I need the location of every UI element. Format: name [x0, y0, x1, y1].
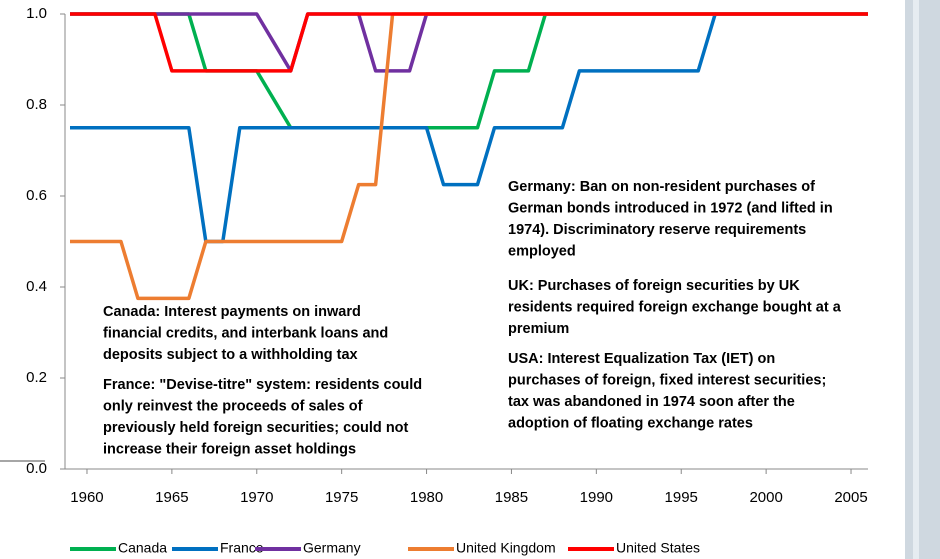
annotation: increase their foreign asset holdings — [103, 441, 356, 457]
annotation: employed — [508, 243, 576, 259]
x-tick-label: 1980 — [410, 489, 443, 506]
series-line — [70, 12, 868, 73]
legend-label: Germany — [303, 540, 361, 556]
annotation: German bonds introduced in 1972 (and lif… — [508, 200, 833, 216]
annotation: residents required foreign exchange boug… — [508, 299, 842, 315]
legend-label: United Kingdom — [456, 540, 556, 556]
x-tick-label: 1960 — [70, 489, 103, 506]
legend-label: Canada — [118, 540, 167, 556]
x-tick-label: 1985 — [495, 489, 528, 506]
y-tick-label: 0.4 — [26, 278, 47, 295]
annotation: 1974). Discriminatory reserve requiremen… — [508, 222, 806, 238]
x-tick-label: 1990 — [580, 489, 613, 506]
y-tick-label: 0.0 — [26, 460, 47, 477]
annotation: deposits subject to a withholding tax — [103, 347, 358, 363]
x-tick-label: 2000 — [749, 489, 782, 506]
annotation: financial credits, and interbank loans a… — [103, 325, 388, 341]
x-tick-label: 1970 — [240, 489, 273, 506]
legend-label: United States — [616, 540, 700, 556]
annotation: previously held foreign securities; coul… — [103, 420, 409, 436]
annotation: adoption of floating exchange rates — [508, 415, 753, 431]
x-tick-label: 1965 — [155, 489, 188, 506]
annotation: premium — [508, 321, 569, 337]
side-stripe — [913, 0, 919, 559]
x-tick-label: 1995 — [665, 489, 698, 506]
series-line — [70, 12, 868, 301]
annotation: purchases of foreign, fixed interest sec… — [508, 372, 826, 388]
annotation: USA: Interest Equalization Tax (IET) on — [508, 351, 775, 367]
y-tick-label: 0.6 — [26, 187, 47, 204]
y-tick-label: 0.2 — [26, 369, 47, 386]
annotation: Germany: Ban on non-resident purchases o… — [508, 179, 815, 195]
y-tick-label: 1.0 — [26, 5, 47, 22]
annotation: Canada: Interest payments on inward — [103, 304, 361, 320]
legend-label: France — [220, 540, 264, 556]
annotation: France: "Devise-titre" system: residents… — [103, 377, 422, 393]
y-tick-label: 0.8 — [26, 96, 47, 113]
annotation: UK: Purchases of foreign securities by U… — [508, 278, 800, 294]
annotation: tax was abandoned in 1974 soon after the — [508, 394, 795, 410]
side-bar — [905, 0, 940, 559]
annotation: only reinvest the proceeds of sales of — [103, 398, 363, 414]
x-tick-label: 1975 — [325, 489, 358, 506]
x-tick-label: 2005 — [834, 489, 867, 506]
